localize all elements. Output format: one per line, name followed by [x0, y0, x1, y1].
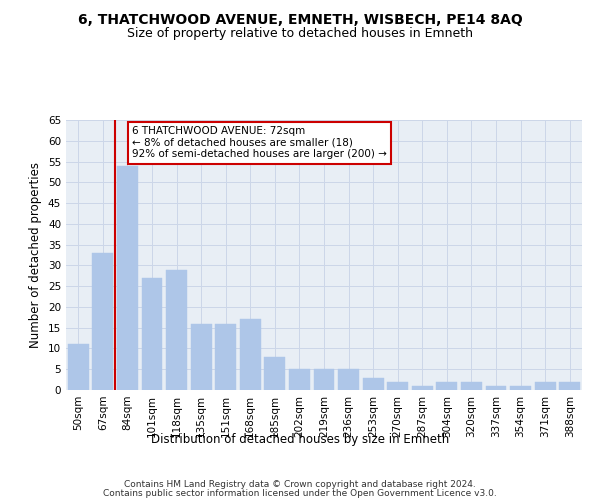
Text: 6 THATCHWOOD AVENUE: 72sqm
← 8% of detached houses are smaller (18)
92% of semi-: 6 THATCHWOOD AVENUE: 72sqm ← 8% of detac…	[133, 126, 387, 160]
Text: Contains public sector information licensed under the Open Government Licence v3: Contains public sector information licen…	[103, 489, 497, 498]
Bar	[387, 382, 408, 390]
Bar	[412, 386, 433, 390]
Bar	[142, 278, 163, 390]
Bar	[338, 369, 359, 390]
Bar	[166, 270, 187, 390]
Bar	[559, 382, 580, 390]
Text: Distribution of detached houses by size in Emneth: Distribution of detached houses by size …	[151, 432, 449, 446]
Bar	[215, 324, 236, 390]
Text: Size of property relative to detached houses in Emneth: Size of property relative to detached ho…	[127, 28, 473, 40]
Bar	[289, 369, 310, 390]
Bar	[461, 382, 482, 390]
Bar	[265, 357, 286, 390]
Text: Contains HM Land Registry data © Crown copyright and database right 2024.: Contains HM Land Registry data © Crown c…	[124, 480, 476, 489]
Bar	[240, 320, 261, 390]
Bar	[535, 382, 556, 390]
Bar	[68, 344, 89, 390]
Bar	[191, 324, 212, 390]
Bar	[362, 378, 383, 390]
Bar	[92, 253, 113, 390]
Bar	[314, 369, 334, 390]
Y-axis label: Number of detached properties: Number of detached properties	[29, 162, 43, 348]
Bar	[510, 386, 531, 390]
Bar	[436, 382, 457, 390]
Bar	[117, 166, 138, 390]
Bar	[485, 386, 506, 390]
Text: 6, THATCHWOOD AVENUE, EMNETH, WISBECH, PE14 8AQ: 6, THATCHWOOD AVENUE, EMNETH, WISBECH, P…	[77, 12, 523, 26]
